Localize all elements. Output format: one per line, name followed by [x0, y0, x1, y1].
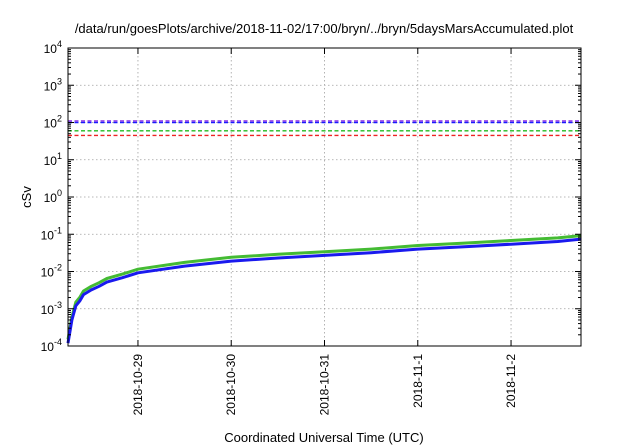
y-tick-label: 10-2	[41, 263, 62, 280]
grid-layer	[68, 48, 581, 346]
x-tick-labels: 2018-10-29 2018-10-30 2018-10-31 2018-11-1 2…	[131, 354, 518, 416]
x-tick-label: 2018-10-29	[131, 354, 145, 416]
y-tick-label: 102	[44, 114, 62, 131]
reference-lines	[68, 120, 581, 137]
y-tick-label: 10-4	[41, 337, 62, 354]
x-axis-title: Coordinated Universal Time (UTC)	[224, 430, 423, 445]
series-layer	[66, 234, 582, 344]
tick-layer	[68, 47, 581, 347]
y-tick-label: 101	[44, 151, 62, 168]
x-tick-label: 2018-10-30	[224, 354, 238, 416]
y-tick-label: 10-3	[41, 300, 62, 317]
x-tick-label: 2018-11-1	[411, 354, 425, 408]
y-tick-label: 103	[44, 76, 62, 93]
y-tick-labels: 10-4 10-3 10-2 10-1 100 101 102 103 104	[41, 39, 62, 354]
y-tick-label: 100	[44, 188, 62, 205]
y-axis-title: cSv	[19, 186, 34, 208]
series-line	[66, 234, 582, 340]
chart-title: /data/run/goesPlots/archive/2018-11-02/1…	[75, 21, 574, 36]
series-line	[66, 237, 582, 344]
x-tick-label: 2018-10-31	[318, 354, 332, 416]
y-tick-label: 104	[44, 39, 62, 56]
y-tick-label: 10-1	[41, 225, 62, 242]
x-tick-label: 2018-11-2	[504, 354, 518, 408]
